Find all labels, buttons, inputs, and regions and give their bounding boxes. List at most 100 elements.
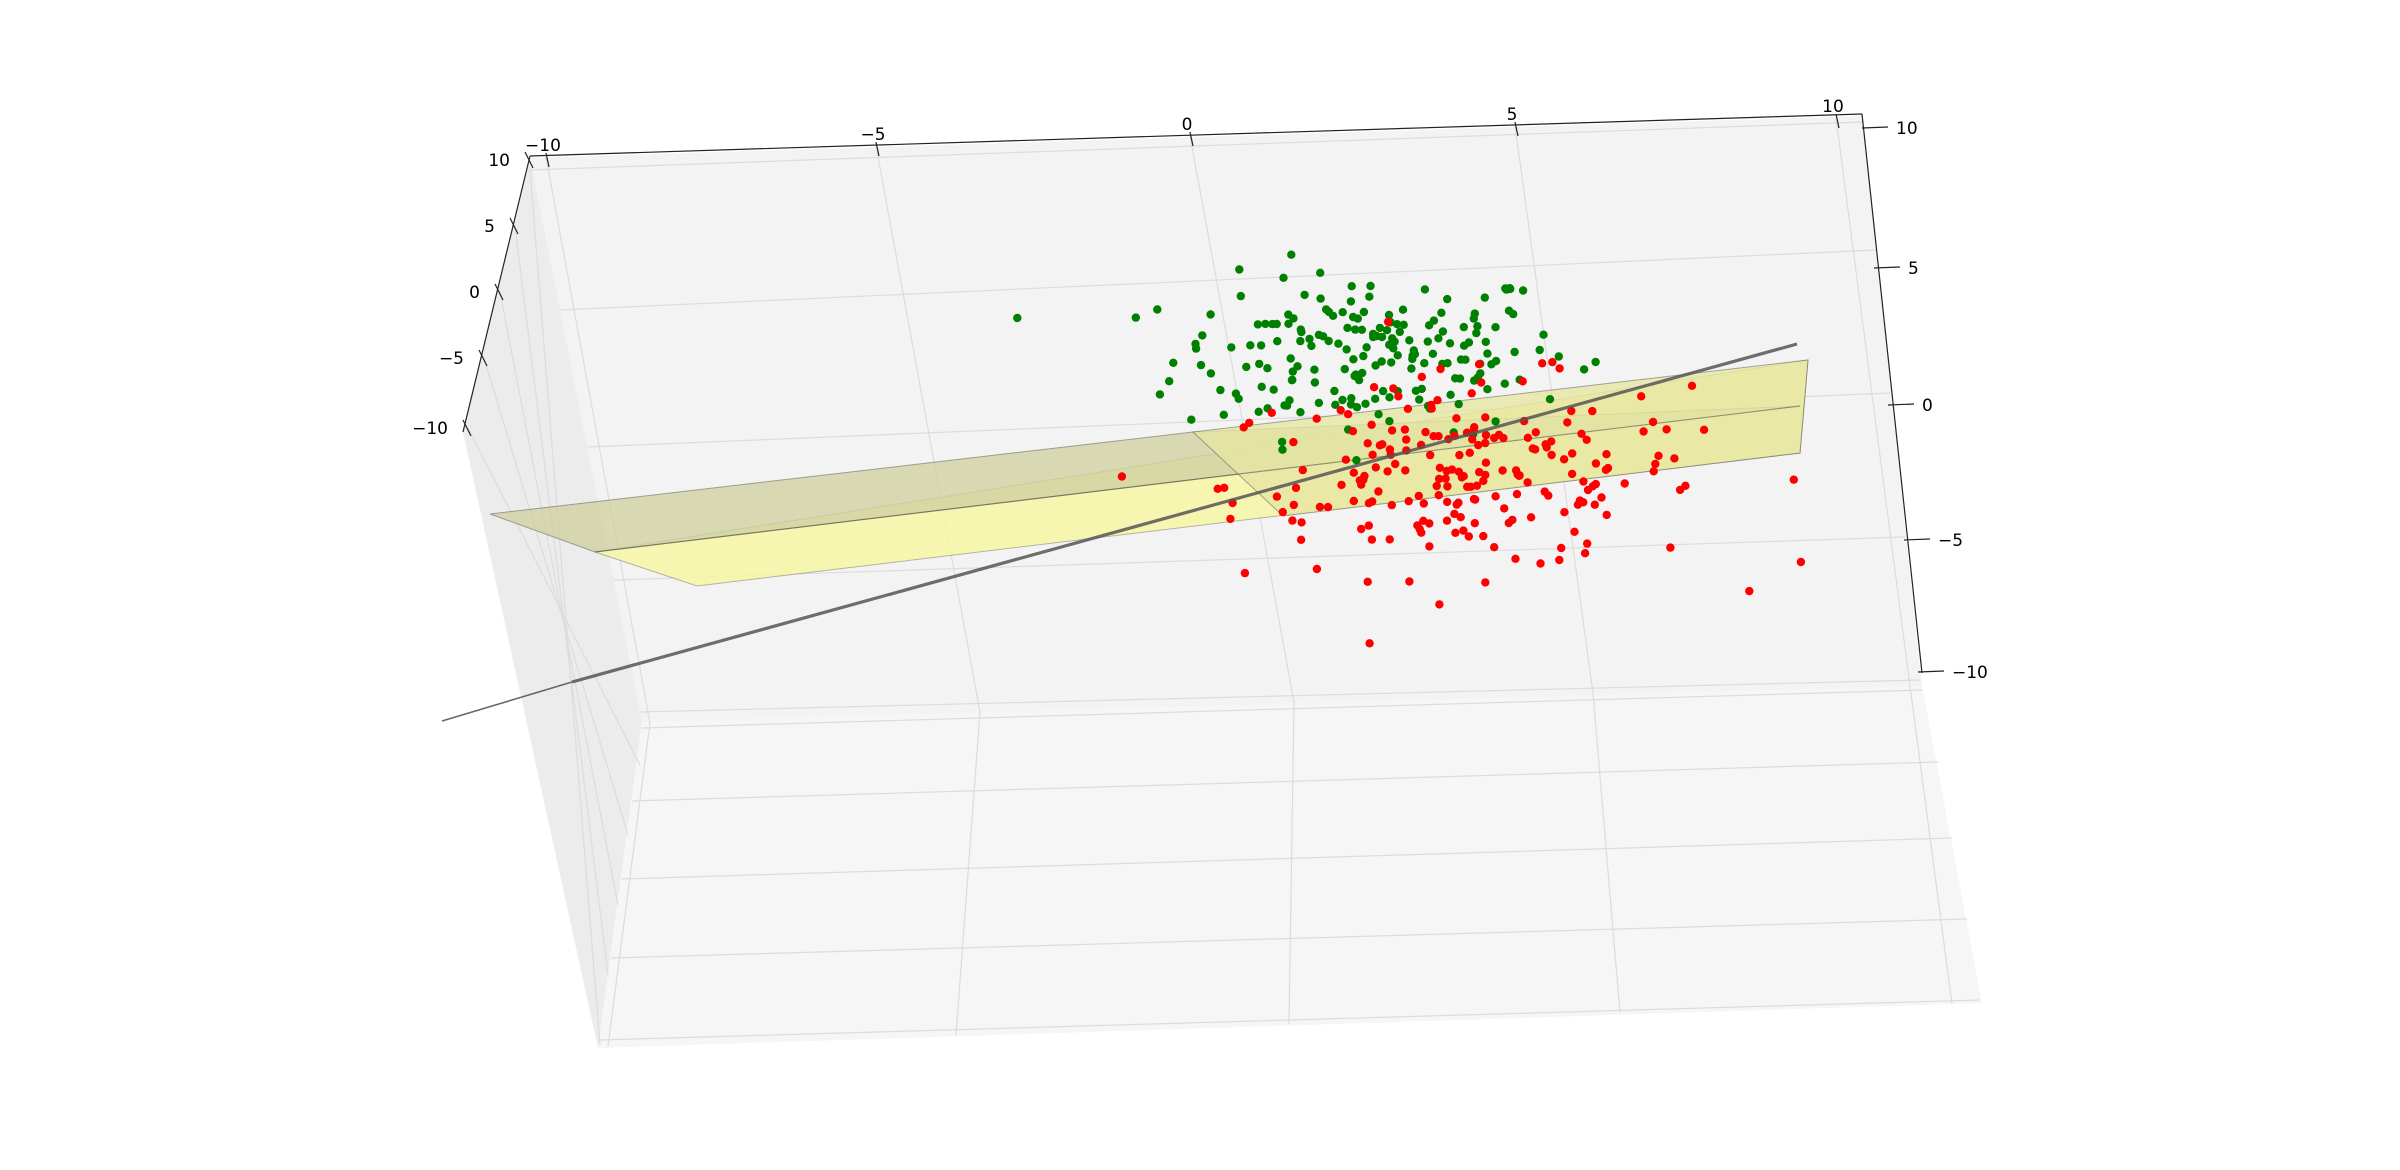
data-point bbox=[1434, 474, 1444, 484]
data-point bbox=[1450, 509, 1459, 519]
data-point bbox=[1364, 521, 1374, 530]
data-point bbox=[1405, 336, 1414, 345]
line-thin-part bbox=[441, 681, 573, 722]
data-point bbox=[1429, 432, 1438, 441]
data-point bbox=[1472, 328, 1481, 338]
data-point bbox=[1342, 345, 1351, 354]
data-point bbox=[1442, 466, 1452, 476]
data-point bbox=[1469, 314, 1479, 323]
data-point bbox=[1219, 410, 1229, 419]
grid-left-z bbox=[514, 225, 609, 976]
grid-floor-x bbox=[1288, 701, 1295, 1025]
data-point bbox=[1398, 305, 1408, 314]
data-point bbox=[1466, 482, 1476, 491]
data-point bbox=[1330, 386, 1339, 396]
data-point bbox=[1235, 265, 1244, 274]
data-point bbox=[1451, 528, 1460, 537]
data-point bbox=[1559, 455, 1569, 464]
data-point bbox=[1465, 448, 1475, 457]
data-point bbox=[1443, 482, 1452, 491]
data-point bbox=[1577, 429, 1586, 438]
z-tick-mark bbox=[509, 217, 519, 235]
data-point bbox=[1263, 364, 1272, 373]
data-point bbox=[1523, 478, 1532, 487]
grid-back-z bbox=[639, 679, 1921, 713]
data-point bbox=[1523, 433, 1533, 442]
data-point bbox=[1437, 308, 1446, 317]
data-point bbox=[1357, 524, 1366, 534]
data-point bbox=[1470, 519, 1480, 528]
grid-back-z bbox=[613, 536, 1906, 581]
data-point bbox=[1277, 437, 1287, 447]
data-point bbox=[1477, 378, 1486, 387]
data-point bbox=[1441, 474, 1450, 483]
data-point bbox=[1481, 337, 1491, 347]
data-point bbox=[1789, 475, 1799, 484]
data-point bbox=[1267, 408, 1277, 417]
data-point bbox=[1407, 364, 1416, 373]
grid-floor-y bbox=[621, 837, 1953, 880]
data-point bbox=[1269, 385, 1278, 394]
data-point bbox=[1464, 338, 1474, 347]
data-point bbox=[1421, 427, 1430, 437]
data-point bbox=[1155, 390, 1165, 399]
data-point bbox=[1494, 430, 1504, 439]
data-point bbox=[1362, 343, 1371, 352]
data-point bbox=[1483, 349, 1492, 358]
data-point bbox=[1284, 310, 1293, 319]
data-point bbox=[1279, 273, 1288, 282]
data-point bbox=[1454, 399, 1463, 409]
data-point bbox=[1256, 341, 1266, 350]
data-point bbox=[1435, 600, 1444, 609]
data-point bbox=[1359, 351, 1368, 361]
data-point bbox=[1401, 466, 1410, 475]
data-point bbox=[1395, 327, 1405, 337]
data-point bbox=[1389, 384, 1398, 393]
data-point bbox=[1391, 459, 1400, 469]
data-point bbox=[1368, 329, 1378, 339]
data-point bbox=[1597, 493, 1606, 502]
data-point bbox=[1316, 294, 1325, 303]
data-point bbox=[1234, 394, 1243, 403]
x-tick-label: 0 bbox=[1182, 115, 1193, 135]
data-point bbox=[1491, 356, 1501, 366]
data-point bbox=[1568, 449, 1577, 458]
data-point bbox=[1687, 381, 1697, 390]
data-point bbox=[1131, 313, 1141, 322]
data-point bbox=[1479, 476, 1488, 486]
data-point bbox=[1580, 549, 1590, 558]
data-point bbox=[1354, 375, 1364, 385]
data-point bbox=[1288, 367, 1298, 376]
data-point bbox=[1456, 513, 1465, 522]
data-point bbox=[1343, 323, 1352, 333]
data-point bbox=[1196, 360, 1206, 370]
data-point bbox=[1670, 454, 1679, 463]
data-point bbox=[1455, 450, 1464, 460]
data-point bbox=[1603, 463, 1613, 473]
data-point bbox=[1536, 559, 1545, 568]
data-point bbox=[1296, 408, 1305, 417]
y-tick-mark bbox=[1887, 403, 1915, 406]
z-tick-label: 5 bbox=[484, 217, 495, 237]
data-point bbox=[1261, 319, 1270, 329]
data-point bbox=[1464, 532, 1474, 541]
y-tick-label: −5 bbox=[1938, 531, 1963, 551]
data-point bbox=[1481, 458, 1491, 467]
data-point bbox=[1289, 500, 1299, 510]
data-point bbox=[1433, 396, 1442, 405]
data-point bbox=[1591, 357, 1600, 367]
data-point bbox=[1540, 487, 1549, 496]
data-point bbox=[1337, 480, 1346, 490]
data-point bbox=[1451, 374, 1460, 383]
data-point bbox=[1349, 496, 1359, 506]
data-point bbox=[1528, 444, 1538, 453]
data-point bbox=[1117, 472, 1127, 481]
data-point bbox=[1649, 467, 1658, 476]
data-point bbox=[1426, 450, 1435, 460]
y-axis-line bbox=[1861, 113, 1923, 674]
data-point bbox=[1420, 285, 1430, 294]
data-point bbox=[1602, 450, 1611, 459]
data-point bbox=[1446, 390, 1455, 399]
data-point bbox=[1481, 430, 1491, 440]
